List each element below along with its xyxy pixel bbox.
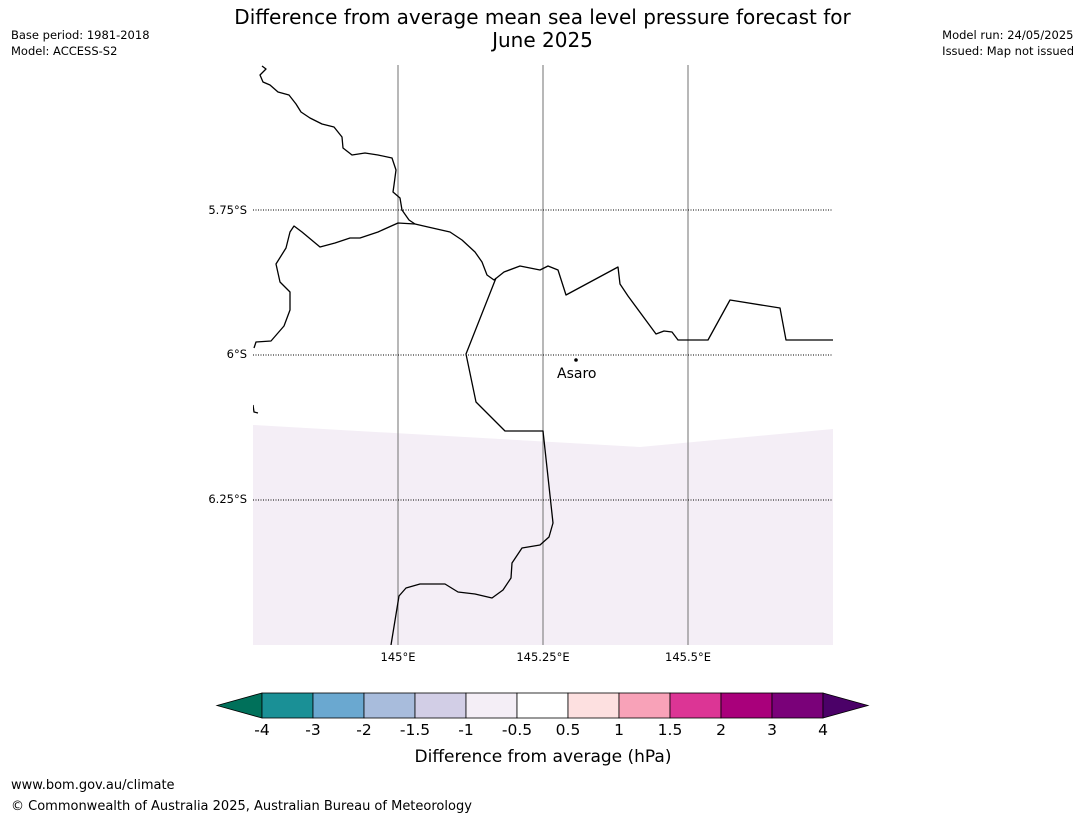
colorbar-segment <box>567 692 620 719</box>
base-period: Base period: 1981-2018 <box>11 28 150 42</box>
footer-copyright: © Commonwealth of Australia 2025, Austra… <box>11 799 472 814</box>
colorbar-label: Difference from average (hPa) <box>415 747 672 767</box>
province-boundaries <box>253 65 833 645</box>
colorbar-tick-label: -2 <box>356 721 371 739</box>
colorbar-tick-label: -0.5 <box>502 721 532 739</box>
colorbar-segment <box>516 692 569 719</box>
footer-url: www.bom.gov.au/climate <box>11 778 175 793</box>
title-line-1: Difference from average mean sea level p… <box>234 5 851 29</box>
lat-label-6-25: 6.25°S <box>208 492 247 506</box>
colorbar-tick-label: -1.5 <box>400 721 430 739</box>
model-run: Model run: 24/05/2025 <box>942 28 1074 42</box>
colorbar-segment <box>618 692 671 719</box>
map-title: Difference from average mean sea level p… <box>190 6 895 52</box>
issued-status: Issued: Map not issued <box>942 44 1074 58</box>
colorbar-tick-label: 2 <box>716 721 726 739</box>
lon-label-145: 145°E <box>381 650 416 664</box>
colorbar-segment <box>414 692 467 719</box>
lat-label-6: 6°S <box>227 347 247 361</box>
colorbar-tick-label: 1.5 <box>658 721 683 739</box>
asaro-marker <box>574 358 578 362</box>
lon-label-145-5: 145.5°E <box>665 650 711 664</box>
asaro-label: Asaro <box>557 366 596 382</box>
lat-label-5-75: 5.75°S <box>208 203 247 217</box>
metadata-right: Model run: 24/05/2025 Issued: Map not is… <box>942 27 1074 59</box>
title-line-2: June 2025 <box>492 28 593 52</box>
colorbar-tick-label: -1 <box>458 721 473 739</box>
metadata-left: Base period: 1981-2018 Model: ACCESS-S2 <box>11 27 150 59</box>
colorbar-segment <box>465 692 518 719</box>
colorbar-tick-label: 1 <box>614 721 624 739</box>
map-panel: Asaro <box>253 65 833 645</box>
colorbar-segment <box>669 692 722 719</box>
model-name: Model: ACCESS-S2 <box>11 44 118 58</box>
colorbar-tick-label: 4 <box>818 721 828 739</box>
colorbar-over-arrow <box>822 692 870 719</box>
colorbar: -4 -3 -2 -1.5 -1 -0.5 0.5 1 1.5 2 3 4 <box>215 692 870 739</box>
colorbar-tick-label: -4 <box>254 721 269 739</box>
lon-label-145-25: 145.25°E <box>516 650 569 664</box>
colorbar-under-arrow <box>215 692 263 719</box>
colorbar-tick-label: 3 <box>767 721 777 739</box>
colorbar-segment <box>771 692 824 719</box>
colorbar-segment <box>363 692 416 719</box>
colorbar-segment <box>312 692 365 719</box>
colorbar-segment <box>261 692 314 719</box>
colorbar-segment <box>720 692 773 719</box>
colorbar-tick-label: -3 <box>305 721 320 739</box>
footer: www.bom.gov.au/climate © Commonwealth of… <box>11 775 472 817</box>
colorbar-tick-label: 0.5 <box>556 721 581 739</box>
